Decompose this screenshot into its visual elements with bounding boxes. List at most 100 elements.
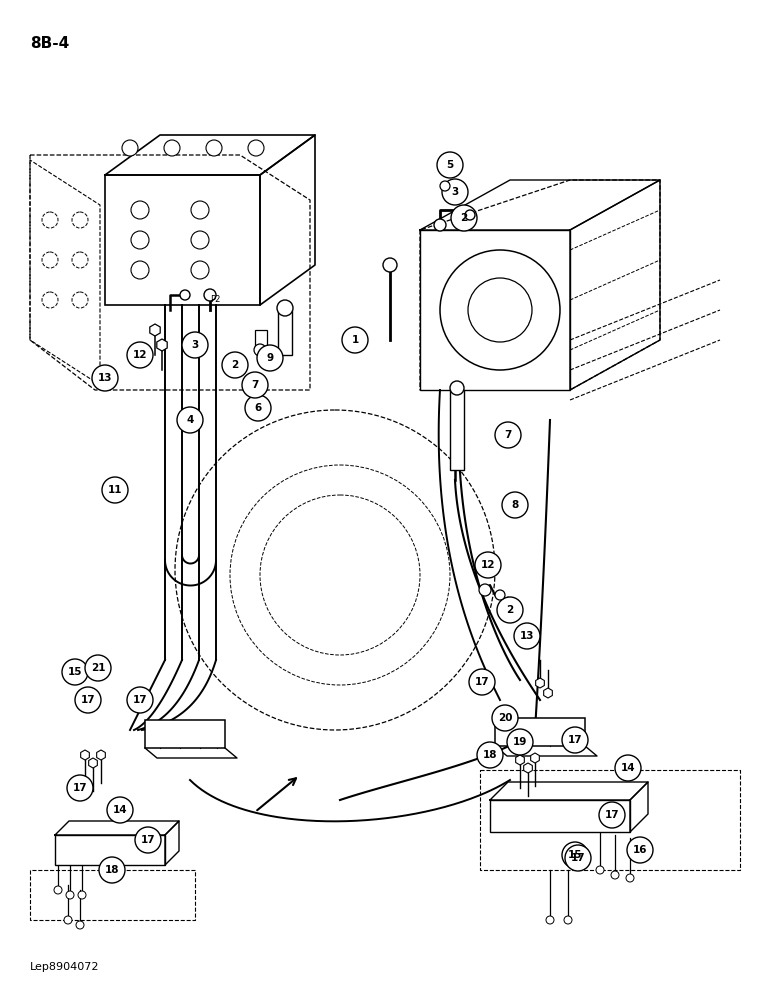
Text: 4: 4 (186, 415, 194, 425)
Text: 16: 16 (633, 845, 647, 855)
Circle shape (562, 842, 588, 868)
Text: 13: 13 (98, 373, 112, 383)
Text: 17: 17 (133, 695, 147, 705)
Circle shape (342, 327, 368, 353)
Text: 7: 7 (504, 430, 512, 440)
Text: 21: 21 (91, 663, 105, 673)
Circle shape (468, 278, 532, 342)
Text: 11: 11 (108, 485, 122, 495)
Text: 8B-4: 8B-4 (30, 36, 69, 51)
Circle shape (477, 742, 503, 768)
Polygon shape (145, 720, 225, 748)
Polygon shape (495, 718, 585, 746)
Text: 14: 14 (621, 763, 635, 773)
Text: 15: 15 (68, 667, 83, 677)
Circle shape (191, 231, 209, 249)
Circle shape (611, 871, 619, 879)
Circle shape (562, 727, 588, 753)
Text: 17: 17 (604, 810, 619, 820)
Circle shape (469, 669, 495, 695)
Circle shape (442, 179, 468, 205)
Circle shape (475, 552, 501, 578)
Circle shape (437, 152, 463, 178)
Circle shape (626, 874, 634, 882)
Circle shape (107, 797, 133, 823)
Circle shape (62, 659, 88, 685)
Text: 7: 7 (252, 380, 259, 390)
Circle shape (565, 845, 591, 871)
Circle shape (507, 729, 533, 755)
Text: 8: 8 (511, 500, 519, 510)
Circle shape (492, 705, 518, 731)
Circle shape (248, 140, 264, 156)
Polygon shape (55, 835, 165, 865)
Circle shape (615, 755, 641, 781)
Text: 15: 15 (567, 850, 582, 860)
Circle shape (564, 916, 572, 924)
Text: 1: 1 (351, 335, 359, 345)
Circle shape (465, 210, 475, 220)
Circle shape (127, 342, 153, 368)
Circle shape (72, 292, 88, 308)
Circle shape (180, 290, 190, 300)
Text: 18: 18 (105, 865, 119, 875)
Circle shape (135, 827, 161, 853)
Circle shape (72, 252, 88, 268)
Text: 9: 9 (266, 353, 273, 363)
Circle shape (383, 258, 397, 272)
Text: 14: 14 (113, 805, 127, 815)
Circle shape (131, 261, 149, 279)
Circle shape (127, 687, 153, 713)
Circle shape (42, 292, 58, 308)
Circle shape (497, 597, 523, 623)
Circle shape (85, 655, 111, 681)
Circle shape (67, 775, 93, 801)
Circle shape (277, 300, 293, 316)
Circle shape (131, 201, 149, 219)
Circle shape (599, 802, 625, 828)
Text: 6: 6 (255, 403, 262, 413)
Circle shape (222, 352, 248, 378)
Text: 19: 19 (513, 737, 527, 747)
Text: 17: 17 (571, 853, 585, 863)
Circle shape (64, 916, 72, 924)
Circle shape (72, 212, 88, 228)
Text: 17: 17 (81, 695, 95, 705)
Circle shape (92, 365, 118, 391)
Circle shape (502, 492, 528, 518)
Circle shape (514, 623, 540, 649)
Circle shape (627, 837, 653, 863)
Circle shape (76, 921, 84, 929)
Text: P2: P2 (210, 295, 220, 304)
FancyBboxPatch shape (278, 310, 292, 355)
Text: 3: 3 (191, 340, 198, 350)
Circle shape (122, 140, 138, 156)
Circle shape (204, 289, 216, 301)
Circle shape (206, 140, 222, 156)
Circle shape (182, 332, 208, 358)
Polygon shape (420, 230, 570, 390)
Circle shape (596, 866, 604, 874)
Polygon shape (490, 800, 630, 832)
Circle shape (42, 212, 58, 228)
Text: 17: 17 (73, 783, 87, 793)
Circle shape (440, 250, 560, 370)
Polygon shape (105, 175, 260, 305)
Circle shape (191, 261, 209, 279)
Circle shape (451, 205, 477, 231)
Text: 2: 2 (506, 605, 513, 615)
FancyBboxPatch shape (255, 330, 267, 350)
Circle shape (495, 422, 521, 448)
Text: 17: 17 (141, 835, 155, 845)
Circle shape (75, 687, 101, 713)
Circle shape (131, 231, 149, 249)
Circle shape (191, 201, 209, 219)
Circle shape (54, 886, 62, 894)
FancyBboxPatch shape (450, 390, 464, 470)
Text: 13: 13 (520, 631, 534, 641)
Circle shape (440, 181, 450, 191)
Circle shape (177, 407, 203, 433)
Circle shape (546, 916, 554, 924)
Text: 20: 20 (498, 713, 513, 723)
Circle shape (434, 219, 446, 231)
